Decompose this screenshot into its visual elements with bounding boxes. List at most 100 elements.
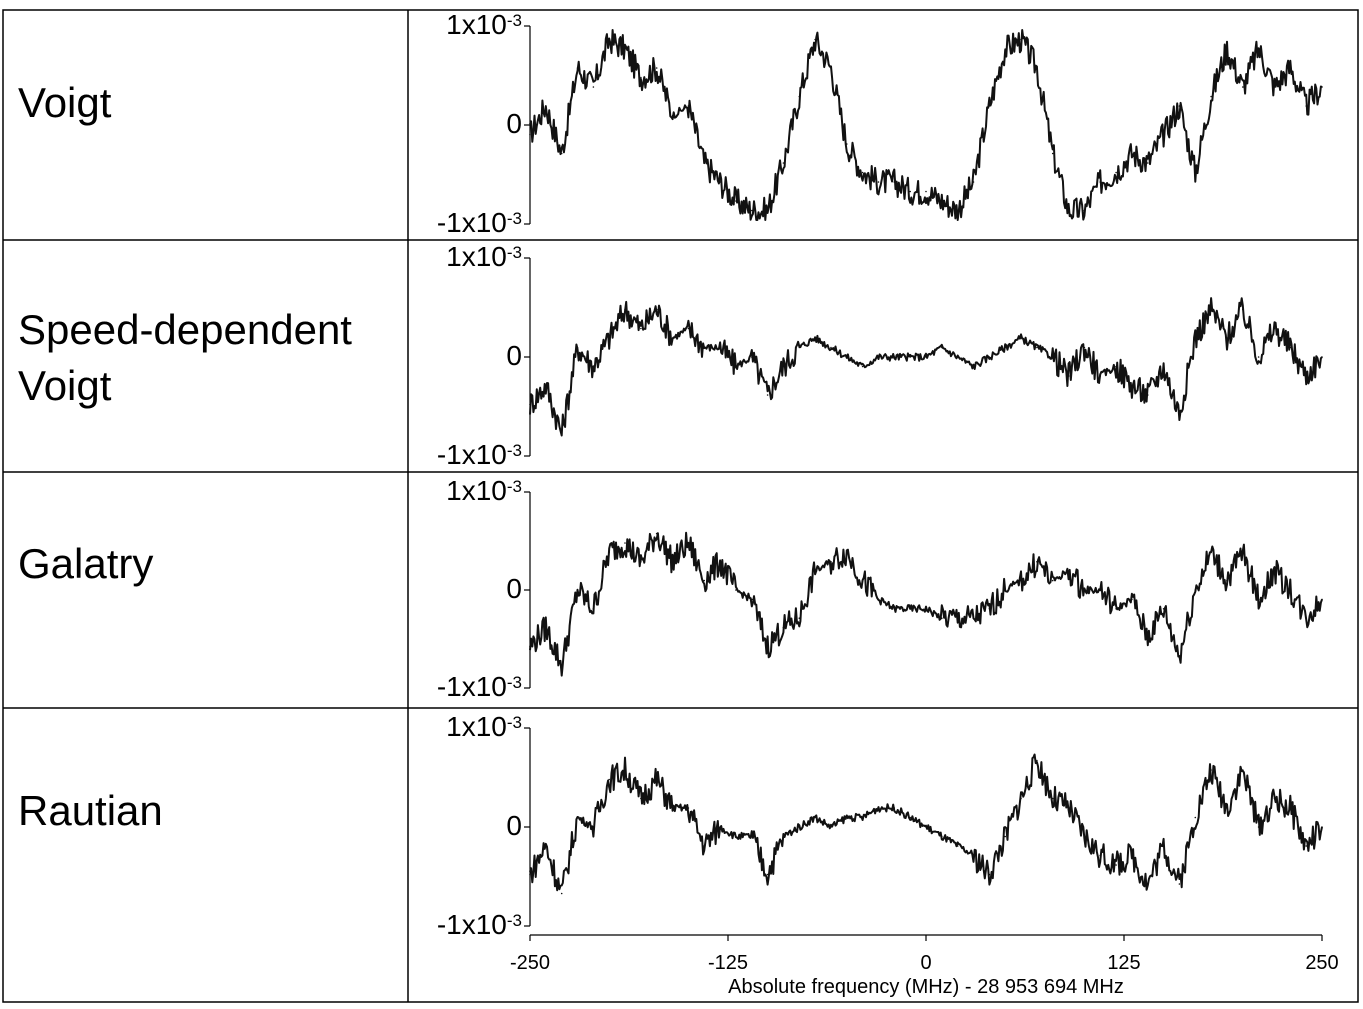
data-point xyxy=(1305,845,1307,847)
y-tick-label: 1x10-3 xyxy=(382,476,522,506)
data-point xyxy=(719,181,721,183)
data-point xyxy=(1321,826,1323,828)
data-point xyxy=(1020,797,1022,800)
data-point xyxy=(798,95,801,98)
data-point xyxy=(576,67,579,69)
y-tick-label: 1x10-3 xyxy=(382,712,522,742)
data-point xyxy=(1115,365,1117,368)
data-point xyxy=(655,532,658,535)
data-point xyxy=(1099,589,1101,591)
y-tick-exponent: -3 xyxy=(506,209,522,228)
data-point xyxy=(798,617,801,619)
data-point xyxy=(1321,86,1323,88)
data-point xyxy=(798,346,801,349)
x-tick-label: 125 xyxy=(1107,952,1141,974)
data-point xyxy=(1051,152,1054,155)
data-point xyxy=(861,579,864,582)
data-point xyxy=(861,365,864,368)
data-point xyxy=(703,162,705,164)
y-tick-label: -1x10-3 xyxy=(382,672,522,702)
data-point xyxy=(1194,589,1197,591)
data-point xyxy=(703,845,705,847)
data-point xyxy=(703,346,705,349)
y-tick-text: 1x10 xyxy=(446,711,507,742)
data-point xyxy=(877,598,880,601)
data-point xyxy=(1321,598,1323,601)
data-point xyxy=(1210,95,1212,98)
data-point xyxy=(671,337,674,339)
data-point xyxy=(766,209,769,212)
row-label-line: Galatry xyxy=(18,540,154,587)
data-point xyxy=(846,816,848,819)
data-point xyxy=(640,797,642,800)
data-point xyxy=(560,432,563,434)
data-point xyxy=(1257,48,1260,50)
data-point xyxy=(1099,181,1101,183)
data-point xyxy=(529,645,531,648)
data-point xyxy=(830,67,832,69)
data-point xyxy=(782,626,785,629)
data-point xyxy=(1226,337,1228,339)
data-point xyxy=(830,826,832,828)
data-point xyxy=(814,570,816,572)
x-tick-label: -250 xyxy=(509,952,551,974)
data-point xyxy=(782,835,785,838)
data-point xyxy=(640,76,642,79)
data-point xyxy=(1178,655,1181,657)
data-point xyxy=(1178,413,1181,415)
data-point xyxy=(782,162,785,164)
data-point xyxy=(719,561,721,563)
data-point xyxy=(687,105,690,107)
x-tick-label: 0 xyxy=(920,952,932,974)
data-point xyxy=(640,561,642,563)
data-point xyxy=(751,598,753,601)
data-point xyxy=(592,365,595,368)
data-point xyxy=(766,645,769,648)
data-point xyxy=(1020,38,1022,41)
y-tick-text: -1x10 xyxy=(436,671,507,702)
y-tick-exponent: -3 xyxy=(506,11,522,30)
data-point xyxy=(624,48,626,50)
data-point xyxy=(751,835,753,838)
data-point xyxy=(814,38,816,41)
data-point xyxy=(1162,133,1165,136)
row-label: Speed-dependent Voigt xyxy=(18,302,352,414)
data-point xyxy=(861,816,864,819)
data-point xyxy=(766,873,769,876)
data-point xyxy=(1178,105,1181,107)
y-tick-exponent: -3 xyxy=(506,477,522,496)
data-point xyxy=(1257,826,1260,828)
y-tick-label: -1x10-3 xyxy=(382,910,522,940)
data-point xyxy=(893,181,896,183)
data-point xyxy=(814,816,816,819)
data-point xyxy=(1099,375,1101,377)
data-point xyxy=(1226,48,1228,50)
data-point xyxy=(956,617,959,619)
x-tick-label: -125 xyxy=(707,952,749,974)
data-point xyxy=(1020,579,1022,582)
data-point xyxy=(1036,561,1038,563)
data-point xyxy=(735,589,737,591)
y-tick-label: 0 xyxy=(382,341,522,371)
data-point xyxy=(608,38,610,41)
data-point xyxy=(1289,589,1292,591)
y-tick-text: 0 xyxy=(506,340,522,371)
data-point xyxy=(1242,769,1244,771)
data-point xyxy=(1131,152,1133,155)
y-tick-text: -1x10 xyxy=(436,439,507,470)
x-axis-label: Absolute frequency (MHz) - 28 953 694 MH… xyxy=(728,976,1124,998)
data-point xyxy=(624,308,626,311)
data-point xyxy=(719,346,721,349)
data-point xyxy=(671,561,674,563)
data-point xyxy=(1289,67,1292,69)
data-point xyxy=(1036,67,1038,69)
data-point xyxy=(671,807,674,809)
data-point xyxy=(1273,570,1276,572)
data-point xyxy=(1162,365,1165,368)
y-tick-label: 0 xyxy=(382,574,522,604)
data-point xyxy=(560,664,563,666)
data-point xyxy=(1321,356,1323,358)
data-point xyxy=(988,356,991,358)
data-point xyxy=(988,873,991,876)
